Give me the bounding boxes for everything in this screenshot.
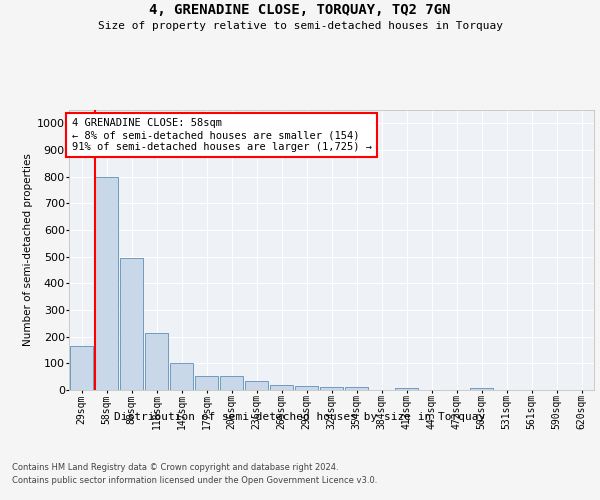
Bar: [195, 376, 218, 390]
Text: 4 GRENADINE CLOSE: 58sqm
← 8% of semi-detached houses are smaller (154)
91% of s: 4 GRENADINE CLOSE: 58sqm ← 8% of semi-de…: [71, 118, 371, 152]
Bar: [395, 388, 418, 390]
Bar: [145, 332, 168, 390]
Bar: [470, 388, 493, 390]
Bar: [220, 376, 243, 390]
Text: Size of property relative to semi-detached houses in Torquay: Size of property relative to semi-detach…: [97, 21, 503, 31]
Bar: [245, 380, 268, 390]
Bar: [70, 346, 93, 390]
Bar: [345, 388, 368, 390]
Text: Contains public sector information licensed under the Open Government Licence v3: Contains public sector information licen…: [12, 476, 377, 485]
Text: Contains HM Land Registry data © Crown copyright and database right 2024.: Contains HM Land Registry data © Crown c…: [12, 462, 338, 471]
Text: 4, GRENADINE CLOSE, TORQUAY, TQ2 7GN: 4, GRENADINE CLOSE, TORQUAY, TQ2 7GN: [149, 2, 451, 16]
Y-axis label: Number of semi-detached properties: Number of semi-detached properties: [23, 154, 32, 346]
Bar: [270, 384, 293, 390]
Bar: [120, 258, 143, 390]
Bar: [320, 388, 343, 390]
Bar: [170, 364, 193, 390]
Bar: [95, 176, 118, 390]
Text: Distribution of semi-detached houses by size in Torquay: Distribution of semi-detached houses by …: [115, 412, 485, 422]
Bar: [295, 386, 318, 390]
